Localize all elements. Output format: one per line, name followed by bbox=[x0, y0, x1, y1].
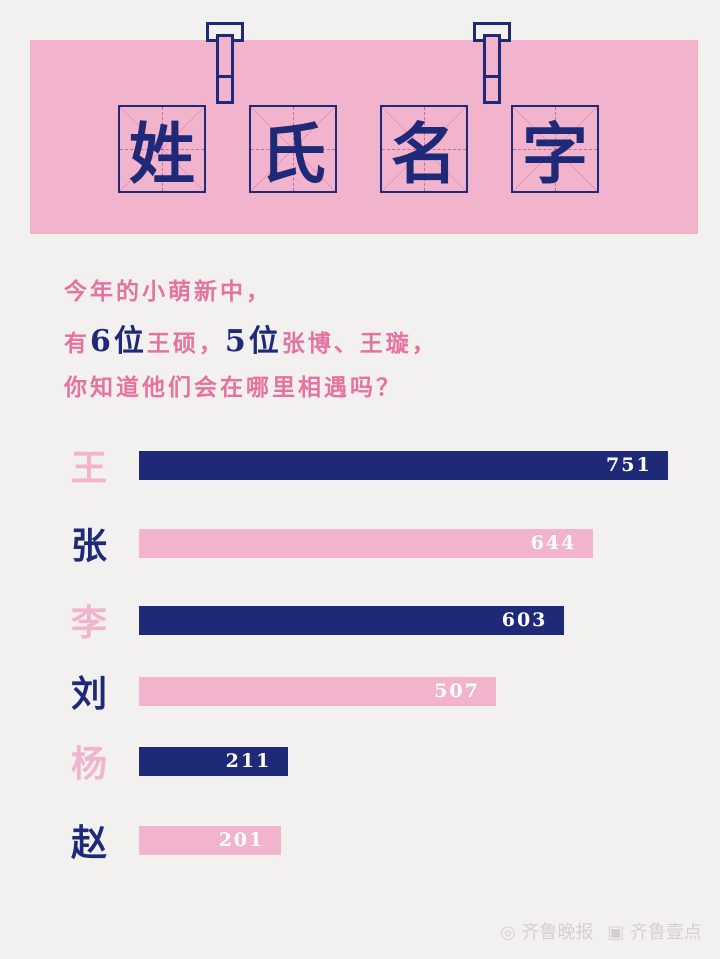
watermark-logo-icon: ◎ bbox=[500, 922, 516, 943]
clip-icon bbox=[216, 34, 234, 104]
category-label: 赵 bbox=[70, 823, 107, 864]
bar bbox=[139, 826, 281, 855]
title-char: 名 bbox=[380, 105, 468, 193]
subtitle-text: 张博、王璇， bbox=[281, 331, 438, 357]
subtitle-text: 王硕， bbox=[146, 331, 225, 357]
title-char: 姓 bbox=[118, 105, 206, 193]
watermark-brand: 齐鲁壹点 bbox=[629, 922, 702, 943]
bar bbox=[139, 451, 668, 480]
watermark-app-icon: ▣ bbox=[607, 922, 625, 943]
category-label: 刘 bbox=[70, 674, 107, 715]
value-label: 211 bbox=[225, 750, 272, 772]
category-label: 王 bbox=[70, 448, 107, 489]
title-char: 字 bbox=[511, 105, 599, 193]
title-char: 氏 bbox=[249, 105, 337, 193]
bar bbox=[139, 606, 564, 635]
bar bbox=[139, 529, 593, 558]
subtitle-highlight: 6位 bbox=[90, 324, 147, 359]
value-label: 603 bbox=[501, 609, 548, 631]
subtitle-line-3: 你知道他们会在哪里相遇吗？ bbox=[64, 375, 402, 401]
bar bbox=[139, 677, 497, 706]
watermark: ◎ 齐鲁晚报 ▣ 齐鲁壹点 bbox=[500, 918, 702, 944]
bar bbox=[139, 747, 288, 776]
value-label: 201 bbox=[218, 829, 265, 851]
subtitle-text: 有 bbox=[64, 331, 90, 357]
subtitle-line-1: 今年的小萌新中， bbox=[64, 279, 272, 305]
category-label: 杨 bbox=[70, 744, 107, 785]
subtitle-line-2: 有6位王硕，5位张博、王璇， bbox=[64, 316, 438, 360]
subtitle-highlight: 5位 bbox=[224, 324, 282, 359]
category-label: 张 bbox=[70, 526, 107, 567]
clip-icon bbox=[483, 34, 501, 104]
value-label: 644 bbox=[530, 532, 577, 554]
watermark-brand: 齐鲁晚报 bbox=[521, 922, 594, 943]
value-label: 751 bbox=[606, 454, 652, 476]
category-label: 李 bbox=[70, 603, 107, 644]
value-label: 507 bbox=[434, 680, 480, 702]
